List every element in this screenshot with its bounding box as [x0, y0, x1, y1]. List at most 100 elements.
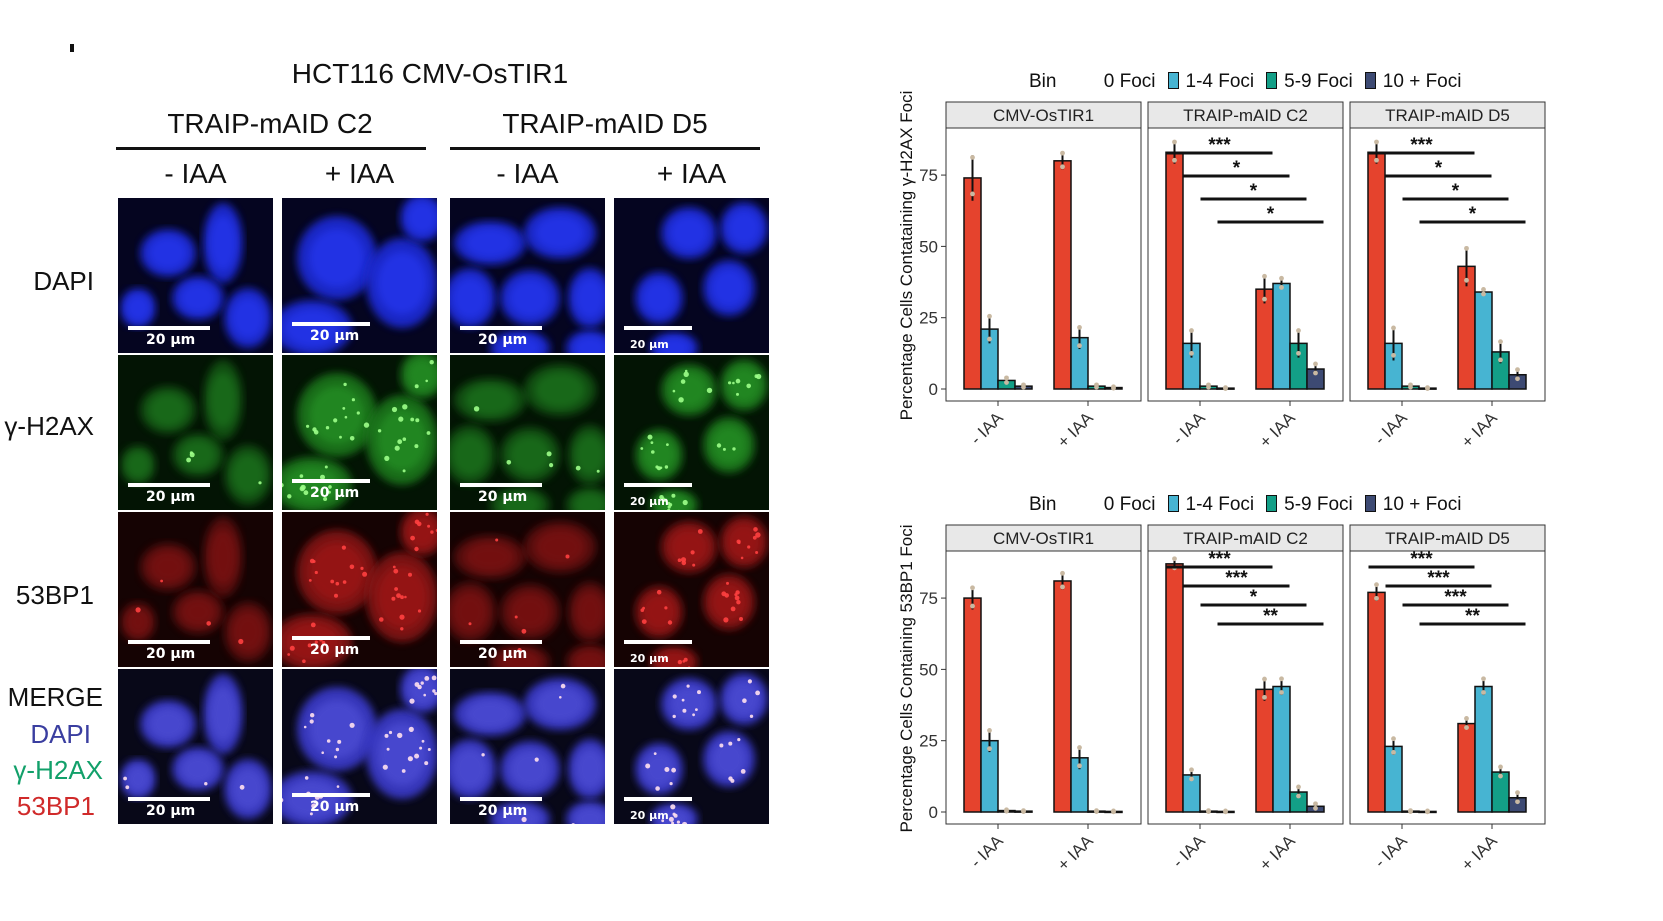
nucleus-core	[534, 214, 586, 252]
nucleus-core	[534, 371, 586, 409]
nucleus-core	[573, 806, 605, 824]
nucleus-core	[451, 591, 489, 633]
focus-dot	[661, 819, 665, 823]
nucleus-core	[148, 707, 188, 741]
x-tick-label: - IAA	[1169, 831, 1210, 872]
focus-dot	[672, 694, 677, 699]
nucleus-core	[406, 515, 437, 549]
bar	[1272, 685, 1291, 813]
data-point	[1481, 690, 1486, 695]
data-point	[1498, 339, 1503, 345]
focus-dot	[135, 607, 141, 613]
data-point	[1408, 809, 1413, 814]
significance-label: **	[1263, 606, 1278, 627]
data-point	[1189, 328, 1194, 333]
data-point	[1279, 285, 1284, 290]
focus-dot	[417, 609, 422, 613]
focus-dot	[546, 451, 552, 457]
nucleus-core	[376, 722, 428, 786]
nucleus-core	[209, 372, 237, 428]
merge-label-53bp1: 53BP1	[16, 791, 95, 821]
focus-dot	[719, 743, 724, 748]
focus-dot	[186, 457, 191, 463]
data-point	[1004, 808, 1009, 814]
nucleus-core	[179, 439, 217, 471]
focus-dot	[736, 392, 739, 396]
data-point	[1172, 139, 1177, 145]
x-tick-label: - IAA	[1371, 408, 1412, 449]
focus-dot	[423, 693, 426, 697]
significance-label: ***	[1208, 549, 1231, 570]
data-point	[1515, 790, 1520, 796]
focus-dot	[410, 417, 415, 422]
x-tick-label: - IAA	[1371, 831, 1412, 872]
nucleus-core	[464, 698, 516, 730]
focus-dot	[313, 430, 319, 435]
nucleus-core	[125, 294, 151, 322]
group-title-d5: TRAIP-mAID D5	[502, 108, 708, 139]
y-axis-label: Percentage Cells Containing 53BP1 Foci	[897, 524, 916, 832]
focus-dot	[695, 708, 698, 711]
data-point	[1262, 273, 1267, 279]
focus-dot	[571, 823, 575, 824]
focus-dot	[427, 748, 431, 751]
focus-dot	[690, 550, 695, 555]
x-tick-label: + IAA	[1256, 408, 1300, 452]
focus-dot	[427, 524, 431, 528]
scale-bar	[128, 483, 210, 487]
focus-dot	[189, 452, 195, 458]
legend-swatch-2	[1266, 495, 1278, 512]
focus-dot	[309, 812, 313, 816]
group-title-c2: TRAIP-mAID C2	[167, 108, 373, 139]
focus-dot	[664, 767, 670, 772]
data-point	[1189, 776, 1194, 782]
focus-dot	[430, 530, 434, 534]
focus-dot	[686, 684, 690, 688]
focus-dot	[730, 778, 735, 783]
focus-dot	[684, 369, 688, 373]
bar	[963, 177, 982, 390]
focus-dot	[678, 397, 684, 403]
focus-dot	[160, 579, 163, 583]
nucleus-core	[727, 209, 761, 247]
legend-title: Bin	[1029, 71, 1057, 92]
focus-dot	[204, 782, 208, 786]
column-label-1: - IAA	[164, 158, 227, 189]
focus-dot	[342, 580, 347, 584]
focus-dot	[728, 741, 733, 746]
focus-dot	[324, 465, 328, 469]
focus-dot	[640, 447, 644, 450]
focus-dot	[671, 821, 675, 824]
nucleus-core	[669, 214, 709, 252]
data-point	[1408, 384, 1413, 390]
data-point	[1498, 764, 1503, 770]
focus-dot	[125, 785, 130, 790]
nucleus-core	[669, 371, 709, 409]
facet-strip	[1349, 101, 1546, 129]
data-point	[1498, 357, 1503, 363]
nucleus-core	[148, 550, 188, 584]
facet-strip	[1349, 524, 1546, 552]
significance-label: *	[1233, 158, 1241, 179]
nucleus-core	[376, 251, 428, 315]
significance-label: *	[1267, 204, 1275, 225]
significance-label: ***	[1410, 549, 1433, 570]
y-tick-label: 50	[919, 237, 938, 256]
data-point	[1279, 676, 1284, 682]
focus-dot	[737, 541, 741, 545]
data-point	[970, 191, 975, 197]
focus-dot	[432, 689, 436, 693]
bar	[1053, 160, 1072, 390]
focus-dot	[414, 682, 420, 687]
nucleus-core	[309, 542, 365, 602]
row-label-dapi: DAPI	[33, 266, 94, 296]
nucleus-core	[231, 454, 265, 496]
focus-dot	[756, 373, 762, 380]
focus-dot	[308, 579, 312, 582]
focus-dot	[431, 675, 437, 681]
focus-dot	[310, 622, 316, 628]
focus-dot	[351, 398, 355, 402]
nucleus-core	[464, 227, 516, 259]
legend-label-1: 1-4 Foci	[1185, 494, 1255, 515]
significance-label: *	[1452, 181, 1460, 202]
